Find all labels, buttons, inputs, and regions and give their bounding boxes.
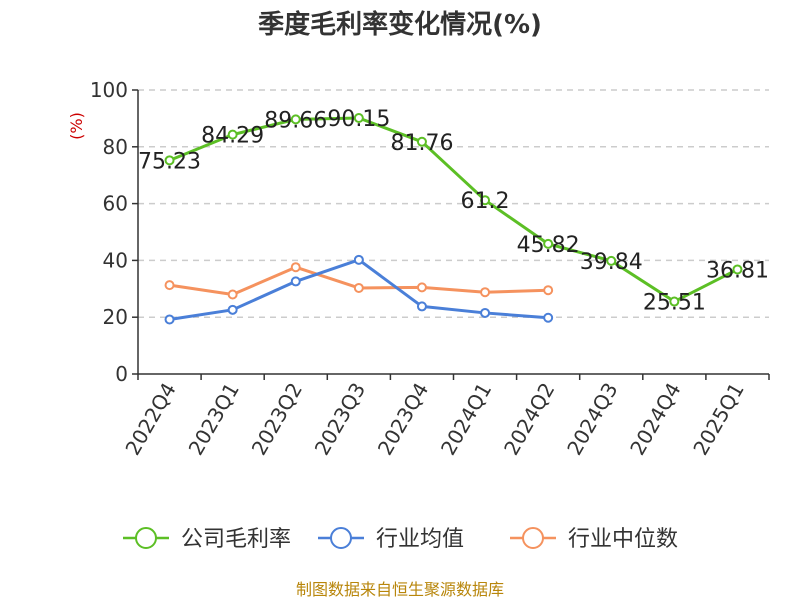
data-point (543, 285, 554, 296)
data-point (480, 307, 491, 318)
data-point (669, 296, 680, 307)
x-tick-label: 2025Q1 (688, 379, 748, 460)
y-tick-label: 100 (90, 78, 128, 102)
y-tick-label: 0 (115, 362, 128, 386)
x-tick-label: 2024Q1 (436, 379, 496, 460)
y-tick-label: 40 (103, 248, 128, 272)
y-tick-label: 20 (103, 305, 128, 329)
legend-label: 公司毛利率 (181, 527, 291, 552)
x-tick-label: 2023Q3 (310, 379, 370, 460)
legend-label: 行业均值 (376, 527, 464, 552)
y-axis-unit-label: (%) (67, 112, 86, 140)
data-point (164, 155, 175, 166)
data-point (606, 255, 617, 266)
legend-marker (330, 527, 352, 549)
x-tick-label: 2023Q1 (184, 379, 244, 460)
data-label: 75.23 (138, 149, 201, 174)
data-label: 39.84 (580, 250, 643, 275)
data-point (543, 238, 554, 249)
data-point (543, 312, 554, 323)
y-tick-label: 60 (103, 192, 128, 216)
legend-marker (135, 527, 157, 549)
data-point (227, 289, 238, 300)
data-point (480, 287, 491, 298)
legend-label: 行业中位数 (568, 527, 678, 552)
source-note: 制图数据来自恒生聚源数据库 (296, 580, 504, 599)
legend-marker (522, 527, 544, 549)
x-tick-label: 2023Q2 (247, 379, 307, 460)
legend: 公司毛利率 行业均值 行业中位数 (123, 527, 678, 552)
data-label: 36.81 (706, 258, 769, 283)
series-line (168, 116, 739, 304)
x-tick-label: 2022Q4 (120, 379, 180, 460)
series-layer (164, 112, 743, 325)
data-label: 81.76 (390, 131, 453, 156)
data-point (353, 254, 364, 265)
data-point (290, 262, 301, 273)
data-point (164, 314, 175, 325)
data-point (290, 276, 301, 287)
x-tick-label: 2024Q3 (562, 379, 622, 460)
y-tick-label: 80 (103, 135, 128, 159)
data-label: 45.82 (517, 233, 580, 258)
x-tick-label: 2024Q2 (499, 379, 559, 460)
data-point (290, 114, 301, 125)
x-tick-label: 2023Q4 (373, 379, 433, 460)
data-point (353, 282, 364, 293)
data-label: 84.29 (201, 124, 264, 149)
data-point (227, 129, 238, 140)
data-point (227, 304, 238, 315)
data-point (416, 282, 427, 293)
data-point (416, 301, 427, 312)
chart-title: 季度毛利率变化情况(%) (258, 9, 542, 40)
data-label: 61.2 (461, 189, 510, 214)
x-tick-label: 2024Q4 (625, 379, 685, 460)
data-label: 89.66 (264, 108, 327, 133)
data-point (732, 264, 743, 275)
data-point (480, 195, 491, 206)
data-point (164, 280, 175, 291)
data-point (416, 136, 427, 147)
data-label: 25.51 (643, 291, 706, 316)
data-label: 90.15 (327, 107, 390, 132)
data-point (353, 112, 364, 123)
